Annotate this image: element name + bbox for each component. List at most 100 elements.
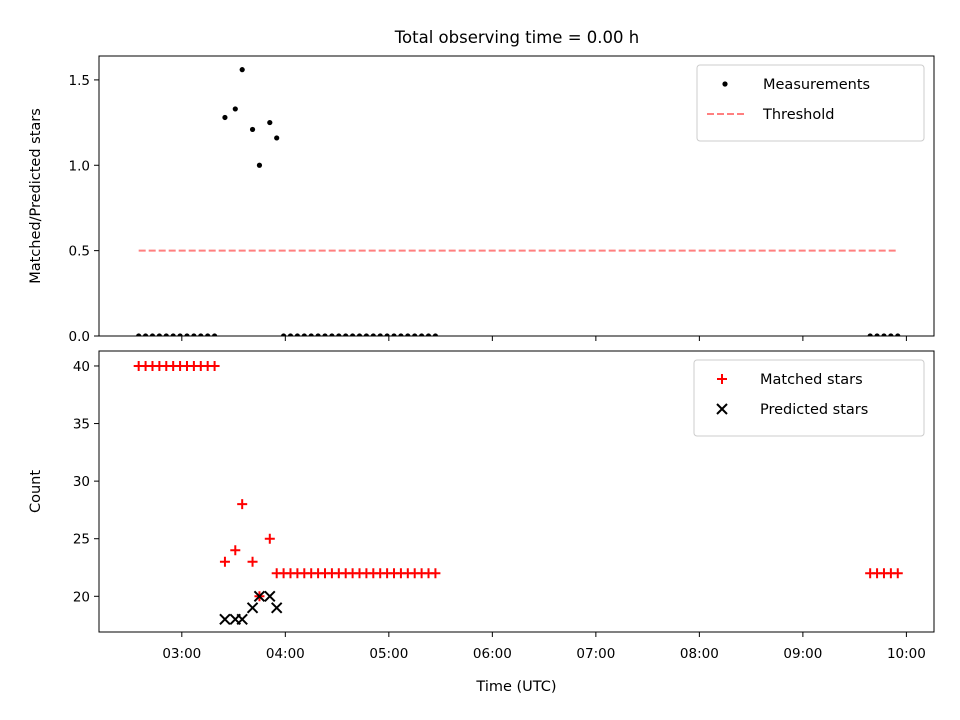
data-point xyxy=(430,568,441,579)
legend-label: Measurements xyxy=(763,77,870,93)
data-point xyxy=(163,333,169,336)
data-point xyxy=(363,333,370,336)
x-tick-label: 08:00 xyxy=(680,646,719,662)
y-tick-label: 35 xyxy=(73,417,90,433)
y-tick-label: 0.5 xyxy=(69,244,90,260)
plot-area xyxy=(136,67,901,336)
data-point xyxy=(246,602,259,614)
data-point xyxy=(867,333,873,336)
figure-title: Total observing time = 0.00 h xyxy=(394,28,639,47)
data-point xyxy=(232,106,238,112)
data-point xyxy=(874,333,880,336)
data-point xyxy=(370,333,376,336)
series-predicted-stars xyxy=(219,590,283,626)
data-point xyxy=(274,135,280,141)
legend-swatch xyxy=(722,81,728,87)
data-point xyxy=(236,613,248,626)
y-tick-label: 25 xyxy=(73,532,90,548)
data-point xyxy=(391,333,397,336)
data-point xyxy=(136,333,142,336)
axes-frame xyxy=(98,55,935,337)
data-point xyxy=(177,333,183,336)
legend-label: Matched stars xyxy=(760,372,863,388)
x-tick-label: 04:00 xyxy=(266,646,305,662)
data-point xyxy=(247,556,258,567)
data-point xyxy=(377,333,383,336)
data-point xyxy=(322,333,328,336)
plot-area xyxy=(133,360,903,626)
data-point xyxy=(230,545,241,556)
data-point xyxy=(211,333,218,336)
data-point xyxy=(881,333,887,336)
legend: Measurements Threshold xyxy=(696,64,925,142)
data-point xyxy=(253,590,266,603)
data-point xyxy=(264,533,275,544)
x-axis-label: Time (UTC) xyxy=(475,679,556,695)
legend-box xyxy=(696,64,925,142)
data-point xyxy=(264,590,276,603)
data-point xyxy=(249,126,256,133)
data-point xyxy=(895,333,901,336)
data-point xyxy=(191,333,197,336)
data-point xyxy=(209,360,220,371)
data-point xyxy=(142,333,149,336)
data-point xyxy=(205,333,211,336)
legend: Matched stars Predicted stars xyxy=(693,359,925,437)
data-point xyxy=(287,333,294,336)
x-tick-label: 03:00 xyxy=(162,646,201,662)
series-measurements xyxy=(136,67,901,336)
data-point xyxy=(350,333,356,336)
data-point xyxy=(329,333,335,336)
y-tick-label: 1.0 xyxy=(69,158,90,174)
data-point xyxy=(239,67,245,73)
top-panel: 0.0 0.5 1.0 1.5 Matched/Predicted stars Measu… xyxy=(28,55,935,345)
y-tick-label: 20 xyxy=(73,589,90,605)
data-point xyxy=(184,333,190,336)
axes-frame xyxy=(98,350,935,633)
legend-swatch xyxy=(716,403,728,415)
data-point xyxy=(432,333,439,336)
y-axis-label: Matched/Predicted stars xyxy=(28,108,44,284)
data-point xyxy=(405,333,411,336)
data-point xyxy=(219,556,230,567)
data-point xyxy=(237,499,248,510)
data-point xyxy=(301,333,307,336)
y-tick-label: 1.5 xyxy=(69,73,90,89)
legend-label: Predicted stars xyxy=(760,402,868,418)
data-point xyxy=(219,613,231,626)
legend-box xyxy=(693,359,925,437)
y-tick-label: 40 xyxy=(73,359,90,375)
data-point xyxy=(270,602,283,614)
data-point xyxy=(170,333,176,336)
x-tick-label: 06:00 xyxy=(473,646,512,662)
y-tick-label: 30 xyxy=(73,474,90,490)
legend-swatch xyxy=(717,374,727,384)
data-point xyxy=(384,333,390,336)
data-point xyxy=(425,333,432,336)
x-tick-label: 10:00 xyxy=(887,646,926,662)
data-point xyxy=(256,162,263,168)
legend-label: Threshold xyxy=(762,107,834,123)
data-point xyxy=(888,333,894,336)
data-point xyxy=(267,119,273,126)
data-point xyxy=(294,333,300,336)
data-point xyxy=(892,568,903,579)
x-tick-label: 09:00 xyxy=(783,646,822,662)
data-point xyxy=(398,333,404,336)
data-point xyxy=(198,333,204,336)
x-tick-label: 07:00 xyxy=(576,646,615,662)
data-point xyxy=(336,333,342,336)
data-point xyxy=(149,333,156,336)
data-point xyxy=(356,333,363,336)
bottom-panel: 20 25 30 35 40 03:00 04:00 05:00 06:00 07:00 08:00… xyxy=(28,350,935,695)
x-tick-label: 05:00 xyxy=(369,646,408,662)
data-point xyxy=(315,333,321,336)
data-point xyxy=(156,333,162,336)
data-point xyxy=(412,333,418,336)
data-point xyxy=(308,333,314,336)
y-tick-label: 0.0 xyxy=(69,329,90,345)
data-point xyxy=(222,114,228,121)
data-point xyxy=(280,333,287,336)
data-point xyxy=(419,333,425,336)
